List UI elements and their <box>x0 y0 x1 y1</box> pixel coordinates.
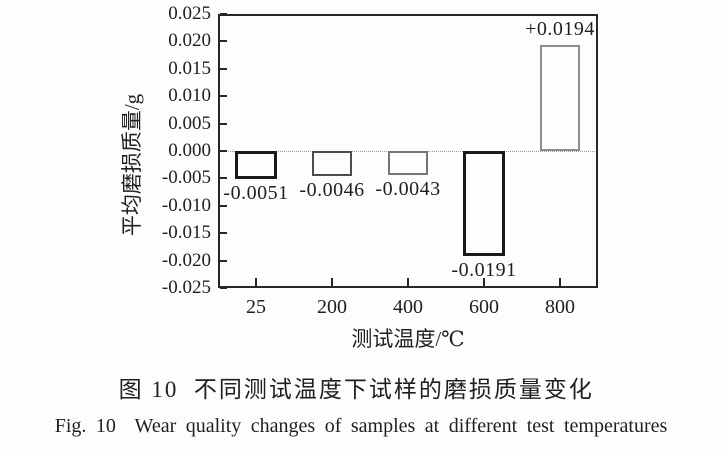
bar <box>388 151 428 175</box>
x-tick-label: 400 <box>393 296 423 318</box>
y-tick-mark <box>220 259 227 262</box>
y-tick-label: 0.005 <box>168 112 211 134</box>
bar-chart: 平均磨损质量/g 测试温度/℃ 0.025 0.020 0.015 0.010 0.00… <box>120 3 598 351</box>
bar-value-label: -0.0043 <box>375 177 441 200</box>
y-tick-label: -0.025 <box>161 277 211 298</box>
y-tick-mark <box>220 67 227 70</box>
y-tick-label: -0.010 <box>161 194 211 216</box>
y-tick-mark <box>220 13 227 15</box>
y-tick-label: -0.020 <box>161 249 211 271</box>
bar-value-label: -0.0051 <box>223 181 289 204</box>
y-tick-mark <box>220 232 227 235</box>
x-tick-label: 600 <box>469 296 499 318</box>
caption-english: Fig. 10 Wear quality changes of samples … <box>54 415 668 437</box>
y-tick-mark <box>220 122 227 125</box>
x-tick-mark <box>483 278 485 286</box>
y-tick-label: 0.015 <box>168 57 211 79</box>
y-tick-label: 0.010 <box>168 85 211 107</box>
plot-area <box>218 14 598 288</box>
y-tick-label: -0.005 <box>161 167 211 189</box>
y-tick-mark <box>220 150 227 152</box>
bar-value-label: -0.0046 <box>299 179 365 202</box>
bar <box>463 151 505 256</box>
y-tick-mark <box>220 177 227 180</box>
y-tick-label: 0.025 <box>168 3 211 24</box>
x-tick-mark <box>255 278 257 286</box>
x-tick-label: 800 <box>545 296 575 318</box>
y-tick-mark <box>220 287 227 289</box>
caption-chinese: 图 10 不同测试温度下试样的磨损质量变化 <box>118 377 594 402</box>
x-tick-label: 200 <box>317 296 347 318</box>
x-axis-title: 测试温度/℃ <box>351 327 465 351</box>
y-tick-label: 0.000 <box>168 140 211 161</box>
x-tick-mark <box>331 278 333 286</box>
bar-value-label: -0.0191 <box>451 258 517 281</box>
y-tick-mark <box>220 204 227 207</box>
bar-value-label: +0.0194 <box>525 17 595 40</box>
bar <box>312 151 352 177</box>
y-tick-label: 0.020 <box>168 30 211 52</box>
x-tick-mark <box>407 278 409 286</box>
y-tick-mark <box>220 40 227 43</box>
y-tick-label: -0.015 <box>161 222 211 244</box>
y-tick-mark <box>220 95 227 98</box>
bar <box>540 44 580 151</box>
x-tick-label: 25 <box>246 296 266 318</box>
bar <box>235 151 277 179</box>
x-tick-mark <box>559 278 561 286</box>
